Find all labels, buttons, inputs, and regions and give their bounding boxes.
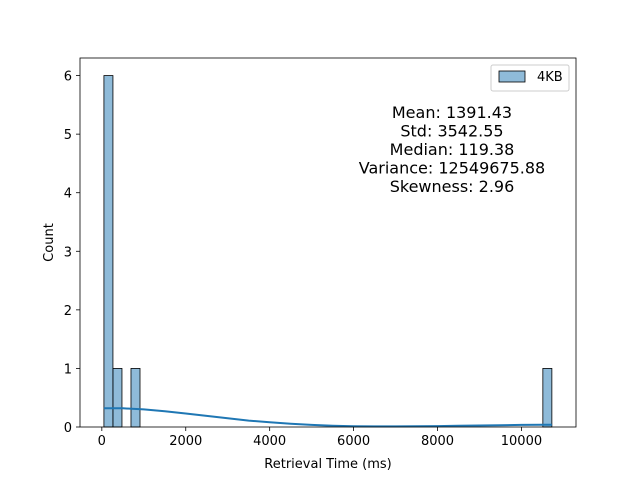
y-tick-label: 0 (64, 421, 72, 436)
y-tick-label: 3 (64, 245, 72, 260)
stats-mean: Mean: 1391.43 (392, 103, 512, 122)
histogram-bar (112, 368, 123, 428)
y-axis-label: Count (42, 223, 57, 262)
x-tick-label: 10000 (501, 434, 542, 449)
stats-median: Median: 119.38 (390, 140, 515, 159)
legend-label: 4KB (537, 70, 563, 85)
axes-frame (79, 57, 577, 428)
y-tick-label: 2 (64, 304, 72, 319)
kde-line (103, 407, 552, 428)
x-tick-label: 8000 (421, 434, 454, 449)
y-tick-label: 5 (64, 128, 72, 143)
x-tick-label: 2000 (169, 434, 202, 449)
x-axis-label: Retrieval Time (ms) (264, 457, 391, 472)
x-tick-label: 6000 (337, 434, 370, 449)
stats-std: Std: 3542.55 (400, 122, 503, 141)
histogram-bar (130, 368, 141, 428)
x-tick-label: 4000 (253, 434, 286, 449)
legend-swatch (498, 70, 526, 83)
histogram-bar (542, 368, 553, 428)
legend: 4KB (490, 64, 570, 92)
stats-annotation: Mean: 1391.43 Std: 3542.55 Median: 119.3… (359, 103, 545, 196)
x-tick-label: 0 (98, 434, 106, 449)
y-tick-label: 6 (64, 70, 72, 85)
y-tick-label: 1 (64, 362, 72, 377)
y-axis-ticks: 0 1 2 3 4 5 6 (64, 70, 80, 436)
y-tick-label: 4 (64, 187, 72, 202)
stats-skewness: Skewness: 2.96 (390, 177, 515, 196)
x-axis-ticks: 0 2000 4000 6000 8000 10000 (98, 427, 542, 449)
histogram-bar (103, 75, 114, 428)
stats-variance: Variance: 12549675.88 (359, 159, 545, 178)
